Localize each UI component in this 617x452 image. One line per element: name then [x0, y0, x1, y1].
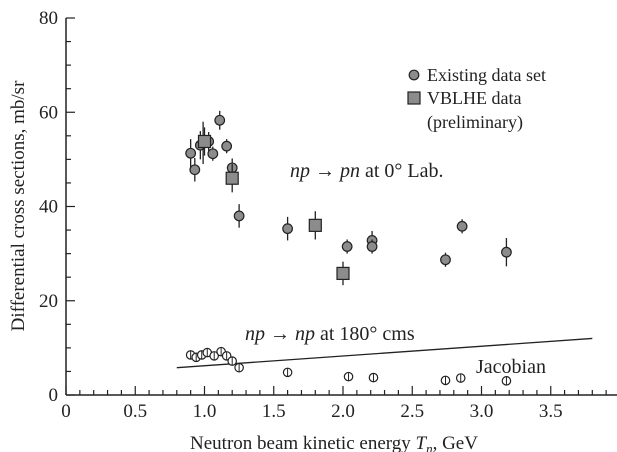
data-point-vblhe [308, 218, 322, 232]
series-1 [197, 127, 350, 286]
y-tick-label: 80 [39, 8, 58, 29]
y-tick-label: 0 [49, 385, 59, 406]
jacobian-line [176, 337, 593, 369]
legend-marker-existing [408, 69, 420, 81]
data-point-existing [214, 114, 226, 126]
y-axis-title: Differential cross sections, mb/sr [8, 80, 29, 331]
x-tick-label: 3.0 [470, 401, 494, 422]
data-point-existing [366, 241, 378, 252]
legend-label-existing: Existing data set [427, 65, 546, 85]
x-tick-label: 0.5 [123, 401, 147, 422]
y-tick-label: 20 [39, 291, 58, 312]
annotation-jacobian: Jacobian [476, 356, 546, 378]
data-point-vblhe [336, 266, 350, 281]
data-point-existing [233, 210, 245, 222]
x-axis-title-var: T [416, 433, 428, 452]
x-tick-label: 2.0 [331, 401, 355, 422]
x-tick-label: 2.5 [400, 401, 424, 422]
data-marks [176, 110, 593, 386]
ticks: 0 0.5 1.0 1.5 2.0 2.5 3.0 3.5 0 20 40 60 80 [39, 8, 607, 422]
data-point-existing [456, 220, 468, 232]
data-point-existing [282, 223, 294, 235]
y-tick-label: 60 [39, 102, 58, 123]
data-point-existing [185, 147, 197, 159]
data-point-existing [221, 140, 233, 152]
y-tick-label: 40 [39, 197, 58, 218]
legend-label-vblhe-2: (preliminary) [427, 112, 523, 133]
x-axis-title: Neutron beam kinetic energy Tn, GeV [190, 433, 478, 452]
annotation-np-np: np → np at 180° cms [245, 323, 415, 345]
annotation-np-pn: np → pn at 0° Lab. [290, 160, 444, 182]
data-point-existing [341, 241, 353, 252]
x-tick-label: 0 [61, 401, 71, 422]
x-tick-label: 1.5 [262, 401, 286, 422]
data-point-existing [207, 148, 219, 160]
series-2 [185, 346, 512, 386]
data-point-existing [501, 246, 512, 258]
data-point-existing [440, 254, 451, 266]
legend-marker-vblhe [407, 91, 421, 105]
x-axis-title-main: Neutron beam kinetic energy [190, 433, 415, 452]
x-tick-label: 3.5 [539, 401, 563, 422]
data-point-existing [189, 164, 201, 176]
data-point-vblhe [197, 134, 212, 149]
data-point-vblhe [225, 171, 239, 185]
x-axis-title-unit: , GeV [433, 433, 479, 452]
x-axis-title-sub: n [426, 441, 433, 452]
legend: Existing data set VBLHE data (preliminar… [407, 65, 546, 133]
series-0 [185, 110, 512, 267]
x-tick-label: 1.0 [193, 401, 217, 422]
legend-label-vblhe: VBLHE data [427, 88, 521, 108]
